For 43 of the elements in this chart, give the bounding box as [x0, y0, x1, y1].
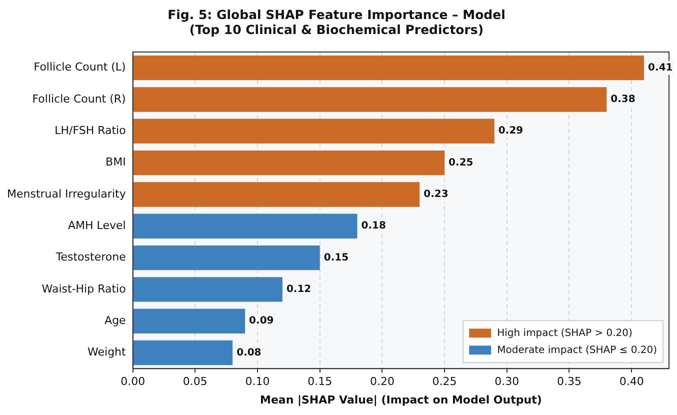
data-label: 0.25 — [448, 157, 474, 168]
y-tick-label: Waist-Hip Ratio — [42, 282, 126, 296]
y-tick-label: AMH Level — [68, 218, 126, 232]
x-tick-label: 0.15 — [308, 375, 332, 388]
x-axis-title: Mean |SHAP Value| (Impact on Model Output) — [260, 393, 542, 406]
y-tick-label: Menstrual Irregularity — [6, 187, 126, 200]
y-tick-label: Testosterone — [54, 250, 126, 264]
legend-label: Moderate impact (SHAP ≤ 0.20) — [497, 345, 658, 356]
x-tick-label: 0.25 — [432, 375, 457, 388]
bar — [133, 118, 494, 144]
data-label: 0.09 — [249, 316, 274, 327]
data-label: 0.29 — [498, 126, 524, 137]
x-tick-label: 0.40 — [619, 375, 644, 388]
bar — [133, 150, 445, 176]
data-label: 0.18 — [361, 220, 386, 232]
y-tick-label: LH/FSH Ratio — [54, 124, 126, 138]
x-tick-label: 0.00 — [120, 375, 146, 388]
x-tick-label: 0.35 — [557, 375, 582, 388]
bar — [133, 245, 320, 270]
bar — [133, 277, 282, 302]
bar — [133, 308, 246, 334]
data-label: 0.41 — [648, 62, 673, 74]
x-tick-label: 0.10 — [245, 375, 270, 388]
chart-title: Fig. 5: Global SHAP Feature Importance – Model (Top 10 Clinical & Biochemical Predictors) — [168, 6, 506, 37]
bar — [133, 340, 233, 366]
x-tick-label: 0.20 — [370, 375, 394, 388]
y-tick-label: Age — [104, 314, 126, 327]
y-tick-label: Follicle Count (R) — [32, 92, 126, 106]
data-label: 0.08 — [236, 347, 262, 358]
bar — [133, 87, 607, 112]
data-label: 0.15 — [324, 252, 349, 264]
bar — [133, 214, 358, 238]
y-tick-label: Follicle Count (L) — [34, 60, 126, 74]
legend-label: High impact (SHAP > 0.20) — [497, 328, 633, 340]
bar — [133, 55, 644, 80]
y-tick-label: Weight — [88, 346, 127, 359]
x-tick-label: 0.30 — [494, 375, 520, 388]
x-tick-label: 0.05 — [182, 375, 208, 388]
data-label: 0.12 — [286, 284, 312, 296]
data-label: 0.23 — [424, 189, 448, 200]
y-tick-label: BMI — [106, 156, 126, 169]
data-label: 0.38 — [610, 94, 636, 106]
bar — [133, 182, 420, 207]
